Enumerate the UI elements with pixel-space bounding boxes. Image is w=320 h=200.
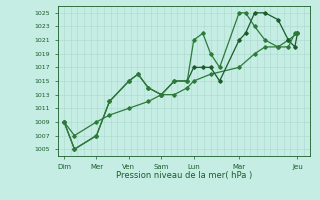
X-axis label: Pression niveau de la mer( hPa ): Pression niveau de la mer( hPa ) — [116, 171, 252, 180]
